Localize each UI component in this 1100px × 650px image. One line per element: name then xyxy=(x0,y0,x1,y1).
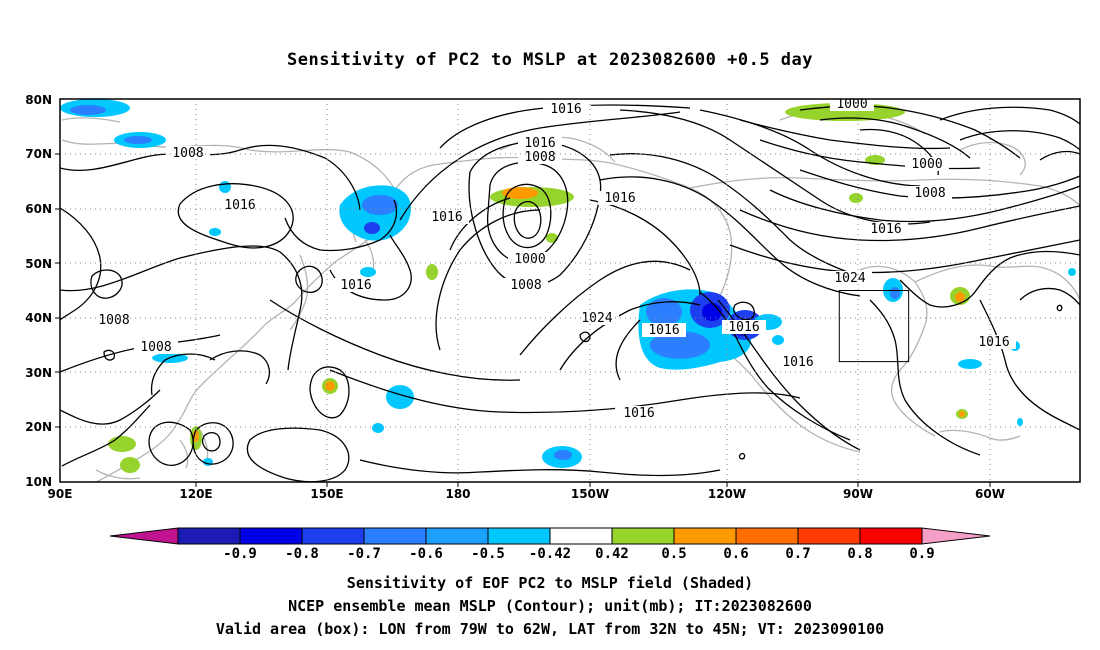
colorbar-segment xyxy=(673,527,737,545)
lon-label: 90W xyxy=(843,487,873,501)
colorbar-segment xyxy=(177,527,241,545)
colorbar-min-arrow xyxy=(109,527,179,545)
lat-label: 10N xyxy=(25,475,52,489)
contour-label: 1016 xyxy=(340,278,371,293)
lat-label: 20N xyxy=(25,420,52,434)
longitude-labels: 90E 120E 150E 180 150W 120W 90W 60W xyxy=(48,487,1005,501)
contour-label: 1000 xyxy=(911,157,942,172)
contour-label: 1016 xyxy=(431,210,462,225)
sensitivity-shading xyxy=(60,99,1076,473)
lon-label: 150W xyxy=(571,487,609,501)
chart-title: Sensitivity of PC2 to MSLP at 2023082600… xyxy=(286,50,813,70)
contour-label: 1016 xyxy=(728,320,759,335)
map-frame xyxy=(59,98,1081,483)
colorbar-label: -0.42 xyxy=(529,546,571,562)
colorbar-label: 0.9 xyxy=(909,546,934,562)
contour-label: 1016 xyxy=(782,355,813,370)
footer-line-3: Valid area (box): LON from 79W to 62W, L… xyxy=(215,620,885,638)
contour-label: 1016 xyxy=(524,136,555,151)
colorbar-segment xyxy=(735,527,799,545)
contour-label: 1016 xyxy=(623,406,654,421)
contour-label: 1008 xyxy=(524,150,555,165)
colorbar-label: -0.8 xyxy=(285,546,319,562)
colorbar-label: -0.5 xyxy=(471,546,505,562)
colorbar-label: 0.42 xyxy=(595,546,629,562)
lon-label: 150E xyxy=(310,487,343,501)
lat-label: 40N xyxy=(25,311,52,325)
mslp-contours xyxy=(60,104,1080,482)
colorbar-segment xyxy=(611,527,675,545)
colorbar-label: -0.9 xyxy=(223,546,257,562)
colorbar-segment xyxy=(797,527,861,545)
colorbar-segment xyxy=(549,527,613,545)
lat-label: 50N xyxy=(25,257,52,271)
contour-label: 1016 xyxy=(870,222,901,237)
colorbar-label: -0.7 xyxy=(347,546,381,562)
contour-label: 1016 xyxy=(604,191,635,206)
lon-label: 180 xyxy=(445,487,470,501)
contour-label: 1016 xyxy=(978,335,1009,350)
colorbar-label: 0.6 xyxy=(723,546,748,562)
contour-label: 1008 xyxy=(172,146,203,161)
lat-label: 60N xyxy=(25,202,52,216)
colorbar-segment xyxy=(239,527,303,545)
colorbar-segment xyxy=(425,527,489,545)
colorbar-label: 0.5 xyxy=(661,546,686,562)
colorbar-segment xyxy=(859,527,923,545)
footer-line-1: Sensitivity of EOF PC2 to MSLP field (Sh… xyxy=(346,574,754,592)
colorbar-label: -0.6 xyxy=(409,546,443,562)
colorbar-label: 0.7 xyxy=(785,546,810,562)
contour-label: 1024 xyxy=(581,311,612,326)
contour-labels: 1016 1016 1008 1000 1000 1008 1016 1008 … xyxy=(92,97,1016,421)
contour-label: 1008 xyxy=(510,278,541,293)
colorbar-labels: -0.9 -0.8 -0.7 -0.6 -0.5 -0.42 0.42 0.5 0.6 0.7 0.… xyxy=(223,546,935,562)
contour-label: 1000 xyxy=(514,252,545,267)
lon-label: 120W xyxy=(708,487,746,501)
gridlines xyxy=(60,99,1080,482)
contour-label: 1016 xyxy=(550,102,581,117)
footer-line-2: NCEP ensemble mean MSLP (Contour); unit(… xyxy=(288,597,812,615)
lon-label: 120E xyxy=(179,487,212,501)
colorbar-segment xyxy=(363,527,427,545)
colorbar xyxy=(109,527,991,545)
contour-label: 1008 xyxy=(98,313,129,328)
contour-label: 1008 xyxy=(914,186,945,201)
contour-label: 1016 xyxy=(648,323,679,338)
valid-area-box xyxy=(838,290,910,363)
latitude-labels: 80N 70N 60N 50N 40N 30N 20N 10N xyxy=(25,93,52,489)
contour-label: 1024 xyxy=(834,271,865,286)
colorbar-max-arrow xyxy=(921,527,991,545)
contour-label: 1008 xyxy=(140,340,171,355)
lat-label: 80N xyxy=(25,93,52,107)
colorbar-label: 0.8 xyxy=(847,546,872,562)
lat-label: 30N xyxy=(25,366,52,380)
colorbar-segment xyxy=(301,527,365,545)
lon-label: 90E xyxy=(48,487,73,501)
colorbar-segment xyxy=(487,527,551,545)
contour-label: 1016 xyxy=(224,198,255,213)
lon-label: 60W xyxy=(975,487,1005,501)
contour-label: 1000 xyxy=(836,97,867,112)
lat-label: 70N xyxy=(25,147,52,161)
axis-ticks xyxy=(55,153,991,487)
